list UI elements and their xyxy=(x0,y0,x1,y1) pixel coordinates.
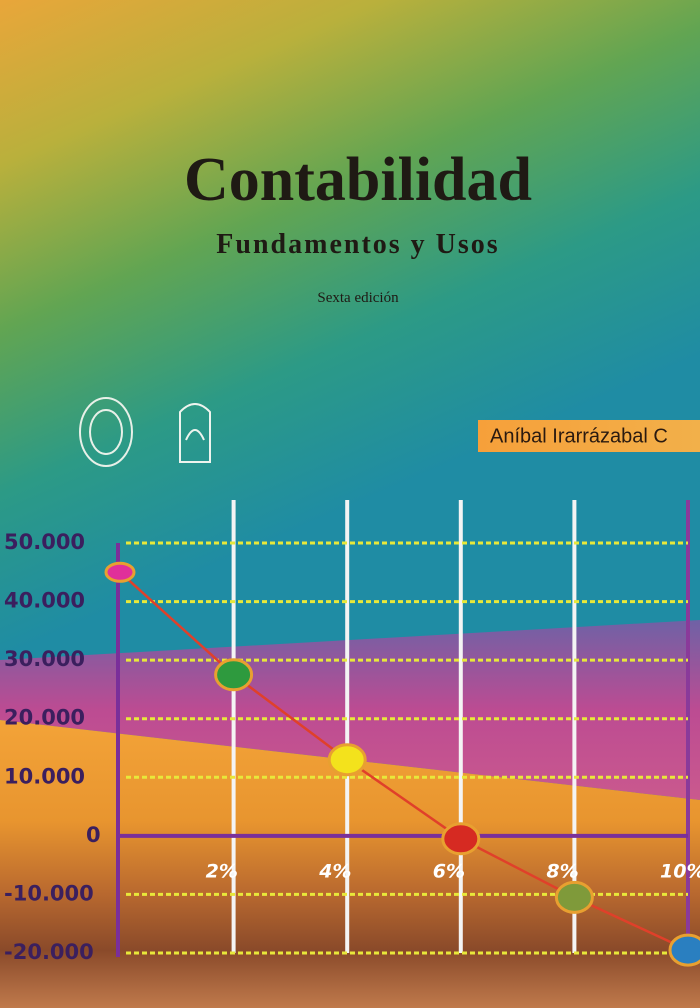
y-tick-label: 30.000 xyxy=(4,647,85,671)
x-tick-label: 8% xyxy=(546,861,578,883)
point xyxy=(104,561,136,583)
y-tick-label: 20.000 xyxy=(4,706,85,730)
point xyxy=(668,933,700,967)
x-tick-label: 10% xyxy=(660,861,700,883)
point xyxy=(554,880,594,914)
x-tick-label: 6% xyxy=(433,861,465,883)
point xyxy=(441,822,481,856)
subtitle: Fundamentos y Usos xyxy=(216,229,499,260)
edition: Sexta edición xyxy=(317,290,399,306)
title: Contabilidad xyxy=(184,146,532,214)
y-tick-label: 50.000 xyxy=(4,530,85,554)
point xyxy=(214,658,254,692)
y-tick-label: -10.000 xyxy=(4,881,94,905)
lower-band xyxy=(0,720,700,1008)
y-tick-label: -20.000 xyxy=(4,940,94,964)
logo-university xyxy=(79,397,133,467)
pink-band xyxy=(0,620,700,800)
y-tick-label: 10.000 xyxy=(4,764,85,788)
author: Aníbal Irarrázabal C xyxy=(490,425,668,447)
x-tick-label: 4% xyxy=(318,861,351,883)
author-box xyxy=(478,420,700,452)
y-tick-label: 0 xyxy=(86,823,101,847)
logo-press xyxy=(179,403,211,463)
point xyxy=(327,743,367,777)
x-tick-label: 2% xyxy=(206,861,238,883)
line xyxy=(119,571,689,952)
y-tick-label: 40.000 xyxy=(4,589,85,613)
